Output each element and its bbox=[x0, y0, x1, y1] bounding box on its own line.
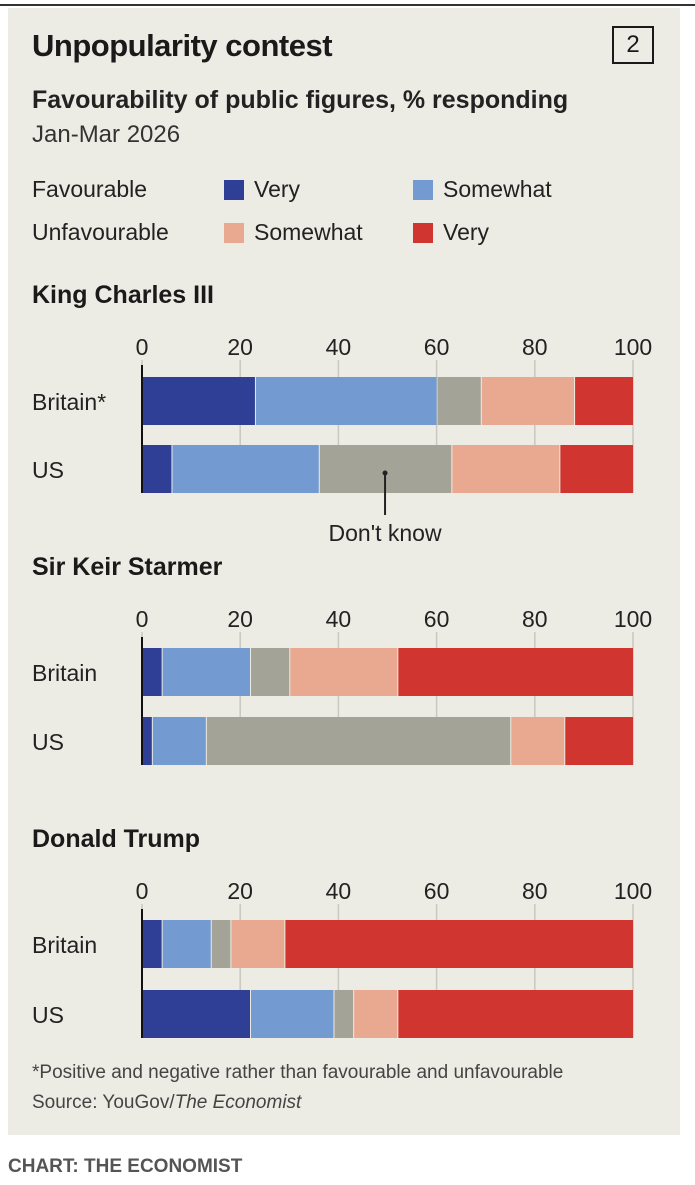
tick-label: 0 bbox=[136, 878, 149, 904]
tick-label: 80 bbox=[522, 606, 548, 632]
source-publication: The Economist bbox=[174, 1092, 302, 1113]
bar-segment bbox=[285, 920, 633, 968]
category-label: US bbox=[32, 457, 64, 483]
bar-segment bbox=[398, 990, 633, 1038]
chart-number: 2 bbox=[612, 26, 654, 64]
bar-segment bbox=[398, 648, 633, 696]
bar-segment bbox=[354, 990, 398, 1038]
category-label: Britain bbox=[32, 932, 97, 958]
tick-label: 80 bbox=[522, 334, 548, 360]
bar-segment bbox=[152, 717, 206, 765]
bar-segment bbox=[251, 648, 290, 696]
tick-label: 40 bbox=[326, 334, 352, 360]
chart-subtitle: Favourability of public figures, % respo… bbox=[32, 86, 569, 114]
bar-segment bbox=[162, 920, 211, 968]
legend-swatch-unfav-somewhat bbox=[224, 223, 244, 243]
legend-swatch-fav-somewhat bbox=[413, 180, 433, 200]
footnote: *Positive and negative rather than favou… bbox=[32, 1062, 564, 1083]
bar-segment bbox=[251, 990, 334, 1038]
panel-title-charles: King Charles III bbox=[32, 281, 214, 309]
tick-label: 40 bbox=[326, 878, 352, 904]
legend-swatch-fav-very bbox=[224, 180, 244, 200]
bar-segment bbox=[172, 445, 319, 493]
bar-segment bbox=[560, 445, 633, 493]
panel-title-starmer: Sir Keir Starmer bbox=[32, 553, 223, 581]
tick-label: 60 bbox=[424, 334, 450, 360]
tick-label: 20 bbox=[227, 606, 253, 632]
bar-segment bbox=[142, 648, 162, 696]
category-label: Britain* bbox=[32, 389, 106, 415]
tick-label: 100 bbox=[614, 606, 652, 632]
top-rule bbox=[0, 4, 695, 6]
bar-segment bbox=[162, 648, 251, 696]
chart-credit: CHART: THE ECONOMIST bbox=[8, 1156, 243, 1177]
bar-segment bbox=[142, 920, 162, 968]
bar-segment bbox=[255, 377, 437, 425]
legend-unfav-very: Very bbox=[443, 219, 490, 245]
bar-segment bbox=[290, 648, 398, 696]
bar-segment bbox=[481, 377, 575, 425]
bar-segment bbox=[452, 445, 560, 493]
bar-segment bbox=[142, 445, 172, 493]
bar-segment bbox=[565, 717, 633, 765]
legend-unfavourable: Unfavourable bbox=[32, 219, 169, 245]
chart-title: Unpopularity contest bbox=[32, 28, 333, 63]
tick-label: 20 bbox=[227, 334, 253, 360]
tick-label: 80 bbox=[522, 878, 548, 904]
bar-segment bbox=[231, 920, 285, 968]
annotation-dont-know: Don't know bbox=[329, 520, 442, 546]
bar-segment bbox=[334, 990, 354, 1038]
category-label: Britain bbox=[32, 660, 97, 686]
tick-label: 100 bbox=[614, 878, 652, 904]
bar-segment bbox=[206, 717, 511, 765]
tick-label: 100 bbox=[614, 334, 652, 360]
legend-swatch-unfav-very bbox=[413, 223, 433, 243]
source: Source: YouGov/The Economist bbox=[32, 1092, 301, 1114]
source-prefix: Source: YouGov/ bbox=[32, 1092, 175, 1113]
tick-label: 40 bbox=[326, 606, 352, 632]
bar-segment bbox=[575, 377, 633, 425]
bar-segment bbox=[511, 717, 565, 765]
bar-segment bbox=[211, 920, 231, 968]
category-label: US bbox=[32, 729, 64, 755]
tick-label: 0 bbox=[136, 606, 149, 632]
legend-fav-very: Very bbox=[254, 176, 301, 202]
legend-fav-somewhat: Somewhat bbox=[443, 176, 552, 202]
chart-date: Jan-Mar 2026 bbox=[32, 121, 181, 148]
tick-label: 60 bbox=[424, 878, 450, 904]
bar-segment bbox=[437, 377, 481, 425]
tick-label: 60 bbox=[424, 606, 450, 632]
tick-label: 20 bbox=[227, 878, 253, 904]
bar-segment bbox=[142, 990, 251, 1038]
legend-favourable: Favourable bbox=[32, 176, 148, 202]
category-label: US bbox=[32, 1002, 64, 1028]
panel-title-trump: Donald Trump bbox=[32, 825, 201, 853]
bar-segment bbox=[142, 717, 152, 765]
tick-label: 0 bbox=[136, 334, 149, 360]
bar-segment bbox=[142, 377, 255, 425]
legend-unfav-somewhat: Somewhat bbox=[254, 219, 363, 245]
